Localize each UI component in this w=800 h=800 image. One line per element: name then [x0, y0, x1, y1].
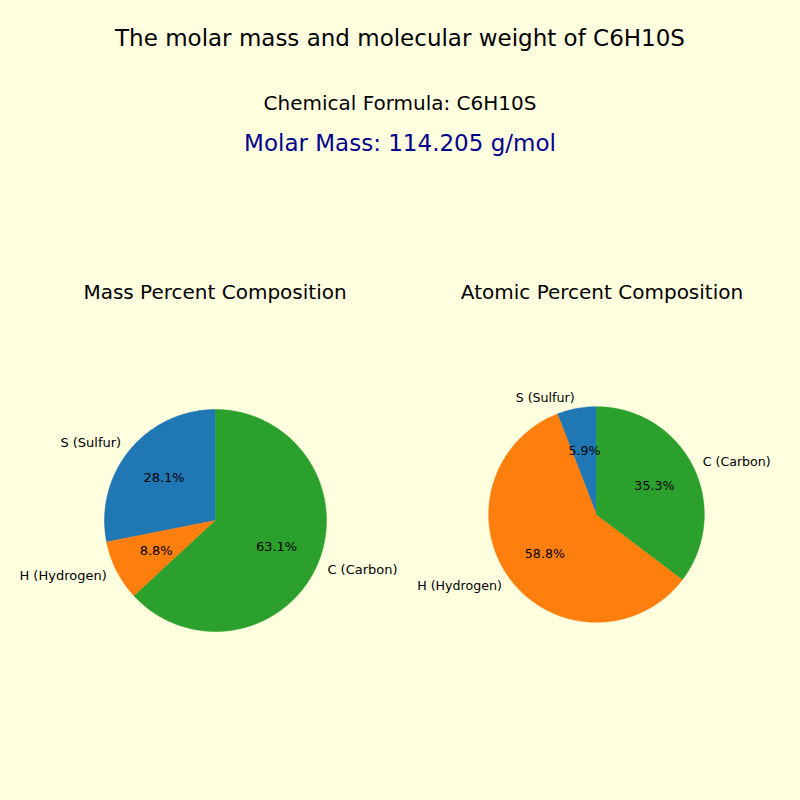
- svg-text:C (Carbon): C (Carbon): [703, 454, 771, 469]
- svg-text:35.3%: 35.3%: [634, 478, 674, 493]
- html-text:Mass Percent Composition: Mass Percent Composition: [83, 280, 347, 304]
- svg-text:63.1%: 63.1%: [256, 539, 297, 554]
- html-text:The molar mass and molecular w: The molar mass and molecular weight of C…: [115, 25, 685, 51]
- svg-text:H (Hydrogen): H (Hydrogen): [19, 568, 106, 583]
- svg-text:8.8%: 8.8%: [140, 543, 173, 558]
- svg-text:5.9%: 5.9%: [569, 443, 601, 458]
- svg-text:S (Sulfur): S (Sulfur): [60, 435, 121, 450]
- svg-text:28.1%: 28.1%: [143, 470, 184, 485]
- svg-text:H (Hydrogen): H (Hydrogen): [417, 578, 502, 593]
- svg-text:S (Sulfur): S (Sulfur): [516, 390, 575, 405]
- html-text:Atomic Percent Composition: Atomic Percent Composition: [460, 280, 744, 304]
- svg-text:C (Carbon): C (Carbon): [327, 562, 397, 577]
- html-text:Molar Mass: 114.205 g/mol: Molar Mass: 114.205 g/mol: [244, 130, 556, 156]
- svg-text:58.8%: 58.8%: [525, 546, 565, 561]
- html-text:Chemical Formula: C6H10S: Chemical Formula: C6H10S: [263, 91, 537, 115]
